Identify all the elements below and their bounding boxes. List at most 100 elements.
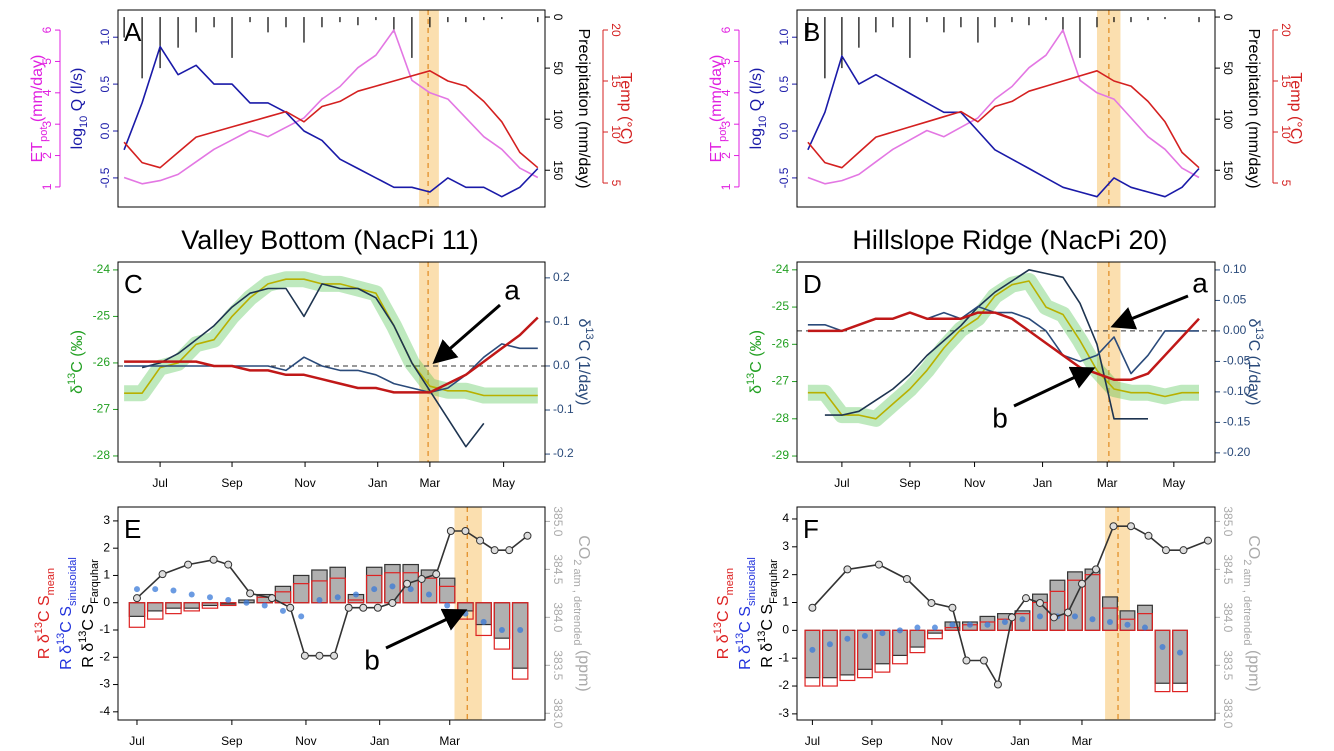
bar	[183, 602, 200, 609]
point	[879, 630, 886, 637]
annotation: a	[1192, 267, 1208, 298]
point	[517, 627, 524, 633]
y-tick-label: 50	[551, 61, 565, 75]
y-tick-label: 0.0	[553, 358, 570, 372]
y-tick-label: -28	[772, 411, 790, 425]
x-tick-label: Sep	[899, 476, 921, 490]
point	[425, 591, 432, 598]
y-tick-label: -25	[93, 309, 111, 323]
point	[861, 632, 868, 639]
y-tick-label: 4	[719, 89, 733, 96]
series-marker	[1203, 536, 1212, 545]
y-tick-label: 5	[609, 180, 623, 187]
bar	[821, 629, 838, 687]
y-tick-label: -0.2	[553, 446, 574, 460]
axis-label-part: mean	[724, 568, 736, 596]
axis-label: δ13C (‰)	[66, 330, 86, 394]
plot-frame	[117, 506, 546, 721]
axis-label: δ13C (‰)	[745, 330, 765, 394]
bar	[1154, 629, 1171, 693]
point	[1001, 618, 1008, 625]
x-tick-label: Jul	[805, 734, 820, 748]
bar	[821, 629, 838, 679]
series-marker	[1144, 531, 1153, 540]
y-tick-label: 0.5	[98, 75, 112, 92]
y-tick-label: 2	[103, 540, 110, 554]
axis-label-part: R δ	[58, 645, 75, 670]
point	[316, 597, 323, 603]
axis-label-part: sinusoidal	[746, 557, 758, 606]
axis-label-part: pot	[717, 127, 729, 142]
axis-label-part: C (‰)	[748, 330, 765, 373]
series-marker	[902, 574, 911, 583]
axis-label-part: Temp (°C)	[1287, 72, 1304, 144]
point	[444, 602, 451, 609]
bar	[365, 566, 383, 604]
series-marker	[359, 603, 368, 612]
y-tick-label: -29	[772, 448, 790, 462]
y-tick-label: 383.0	[551, 698, 565, 728]
series-marker	[286, 603, 295, 612]
panel-letter: E	[124, 514, 141, 544]
series-marker	[1109, 522, 1118, 531]
y-tick-label: 0.10	[1223, 262, 1247, 276]
y-tick-label: 0.0	[777, 122, 791, 139]
point	[371, 586, 378, 593]
axis-label-part: C S	[715, 595, 732, 622]
axis-label: R δ13C SFarquhar	[77, 559, 101, 668]
series-marker	[373, 603, 382, 612]
axis-label-part: C S	[36, 595, 53, 622]
series-marker	[432, 570, 441, 579]
series-line	[824, 269, 1148, 420]
bar	[329, 577, 346, 604]
y-tick-label: -26	[93, 355, 111, 369]
axis-label-part: (ppm)	[1245, 646, 1262, 692]
x-tick-label: Jan	[368, 476, 387, 490]
y-tick-label: 0.1	[553, 314, 570, 328]
axis-label-part: 13	[1253, 327, 1265, 339]
y-tick-label: 3	[782, 539, 789, 553]
panel-letter: A	[124, 17, 142, 47]
point	[826, 641, 833, 648]
point	[809, 646, 816, 653]
series-line	[807, 55, 1200, 198]
bar	[438, 577, 456, 604]
axis-label: log10 Q (l/s)	[748, 68, 769, 150]
y-tick-label: 20	[1279, 23, 1293, 37]
x-tick-label: Nov	[294, 476, 315, 490]
plot-frame	[796, 506, 1216, 721]
x-tick-label: Jan	[1033, 476, 1052, 490]
series-marker	[344, 603, 353, 612]
y-tick-label: -26	[772, 336, 790, 350]
bar	[511, 602, 529, 669]
point	[225, 597, 232, 603]
axis-label: log10 Q (l/s)	[69, 68, 90, 150]
series-line	[807, 311, 1200, 381]
axis-label-part: δ	[575, 319, 592, 328]
plot-frame	[117, 261, 546, 463]
axis-label-part: 13	[33, 622, 45, 634]
bar	[1102, 607, 1118, 631]
point	[352, 591, 359, 598]
y-tick-label: 384.0	[1221, 602, 1235, 632]
axis-label: Temp (°C)	[1287, 72, 1304, 144]
bar	[1049, 579, 1066, 631]
point	[498, 627, 505, 633]
y-tick-label: -1	[99, 622, 110, 636]
axis-label-part: 13	[712, 622, 724, 634]
axis-label-part: Precipitation (mm/day)	[1245, 28, 1262, 188]
series-marker	[1179, 546, 1188, 555]
x-tick-label: Sep	[221, 476, 243, 490]
series-marker	[843, 565, 852, 574]
axis-label-part: 13	[77, 631, 89, 643]
series-marker	[330, 651, 339, 660]
bar	[1172, 629, 1188, 693]
series-marker	[1007, 613, 1016, 622]
y-tick-label: 1	[719, 183, 733, 190]
point	[389, 583, 396, 590]
y-tick-label: 5	[1279, 180, 1293, 187]
y-tick-label: -4	[99, 704, 110, 718]
y-tick-label: 0.00	[1223, 323, 1247, 337]
y-tick-label: -0.5	[777, 167, 791, 188]
y-tick-label: 0.2	[553, 270, 570, 284]
